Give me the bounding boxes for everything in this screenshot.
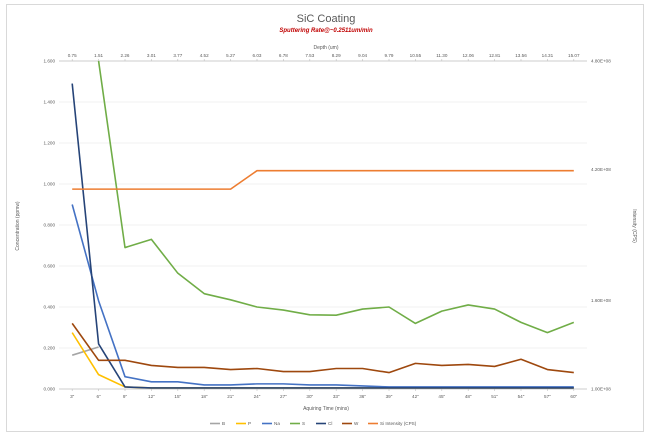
x-tick-label: 42" xyxy=(412,394,419,399)
x-tick-label: 12" xyxy=(148,394,155,399)
legend-label-w: W xyxy=(354,421,359,426)
y-tick-label: 1.400 xyxy=(44,100,56,105)
x2-tick-label: 9.04 xyxy=(358,53,367,58)
x2-tick-label: 6.78 xyxy=(279,53,288,58)
x-tick-label: 18" xyxy=(201,394,208,399)
legend-label-s: S xyxy=(302,421,305,426)
x-tick-label: 24" xyxy=(254,394,261,399)
x-tick-label: 60" xyxy=(570,394,577,399)
y-tick-label: 1.200 xyxy=(44,141,56,146)
series-line-na xyxy=(71,204,574,388)
y-tick-label: 0.400 xyxy=(44,305,56,310)
y2-tick-label: 1.60E+08 xyxy=(591,298,611,303)
x2-tick-label: 13.56 xyxy=(515,53,527,58)
grid-lines xyxy=(59,60,587,390)
x2-tick-label: 3.01 xyxy=(147,53,156,58)
series-line-b xyxy=(71,346,99,356)
x-tick-label: 21" xyxy=(227,394,234,399)
y2-tick-label: 4.20E+08 xyxy=(591,167,611,172)
x2-tick-label: 0.75 xyxy=(68,53,77,58)
chart-frame: 0.000 0.200 0.400 0.600 0.800 1.000 1.200 1.400… xyxy=(6,4,644,432)
x-tick-label: 57" xyxy=(544,394,551,399)
legend-label-p: P xyxy=(248,421,251,426)
x-tick-label: 54" xyxy=(518,394,525,399)
x2-tick-label: 5.27 xyxy=(226,53,235,58)
axes xyxy=(59,59,587,391)
x2-tick-label: 15.07 xyxy=(568,53,580,58)
y2-axis-label: Intensity (CPS) xyxy=(631,209,637,243)
legend-label-b: B xyxy=(222,421,225,426)
chart-svg: 0.000 0.200 0.400 0.600 0.800 1.000 1.200 1.400… xyxy=(15,13,637,426)
x-tick-label: 36" xyxy=(359,394,366,399)
x-axis-label: Aquiring Time (mins) xyxy=(303,406,349,412)
x2-tick-label: 11.30 xyxy=(436,53,448,58)
x2-tick-label: 8.29 xyxy=(332,53,341,58)
series-lines xyxy=(71,60,575,389)
x-tick-label: 3" xyxy=(70,394,75,399)
x-tick-label: 48" xyxy=(465,394,472,399)
tick-labels: 0.000 0.200 0.400 0.600 0.800 1.000 1.200 1.400… xyxy=(44,53,612,399)
x-tick-label: 6" xyxy=(97,394,102,399)
series-line-cl xyxy=(71,83,574,389)
y-tick-label: 1.000 xyxy=(44,182,56,187)
x2-tick-label: 7.53 xyxy=(305,53,314,58)
legend-label-na: Na xyxy=(274,421,280,426)
legend-label-si-intensity-cps: Si Intensity (CPS) xyxy=(380,421,417,426)
series-line-si-intensity-cps xyxy=(72,169,574,190)
y-tick-label: 1.600 xyxy=(44,59,56,64)
series-line-w xyxy=(71,322,574,374)
series-line-p xyxy=(71,332,574,389)
x-tick-label: 51" xyxy=(491,394,498,399)
x2-tick-label: 6.03 xyxy=(253,53,262,58)
x-tick-label: 30" xyxy=(306,394,313,399)
x2-tick-label: 4.52 xyxy=(200,53,209,58)
x2-tick-label: 1.51 xyxy=(94,53,103,58)
series-line-s xyxy=(97,60,575,334)
x2-tick-label: 12.81 xyxy=(489,53,501,58)
x2-tick-label: 10.55 xyxy=(410,53,422,58)
chart-title: SiC Coating xyxy=(297,13,356,25)
y2-tick-label: 4.80E+08 xyxy=(591,59,611,64)
x2-axis-label: Depth (um) xyxy=(313,45,338,51)
x-tick-label: 9" xyxy=(123,394,128,399)
x-tick-label: 15" xyxy=(174,394,181,399)
x2-tick-label: 3.77 xyxy=(173,53,182,58)
y2-tick-label: 1.00E+08 xyxy=(591,387,611,392)
x2-tick-label: 12.06 xyxy=(462,53,474,58)
x-tick-label: 27" xyxy=(280,394,287,399)
x-tick-label: 33" xyxy=(333,394,340,399)
x-tick-label: 45" xyxy=(438,394,445,399)
y-tick-label: 0.000 xyxy=(44,387,56,392)
y-tick-label: 0.600 xyxy=(44,264,56,269)
legend: B P Na S Cl W Si Intensity (CPS) xyxy=(210,421,417,426)
y-axis-label: Concentration (ppmw) xyxy=(15,201,21,251)
legend-label-cl: Cl xyxy=(328,421,332,426)
chart-subtitle: Sputtering Rate@~0.2511um/min xyxy=(279,28,373,34)
y-tick-label: 0.800 xyxy=(44,223,56,228)
y-tick-label: 0.200 xyxy=(44,346,56,351)
x2-tick-label: 9.79 xyxy=(385,53,394,58)
x-tick-label: 39" xyxy=(386,394,393,399)
x2-tick-label: 14.31 xyxy=(542,53,554,58)
x2-tick-label: 2.26 xyxy=(121,53,130,58)
